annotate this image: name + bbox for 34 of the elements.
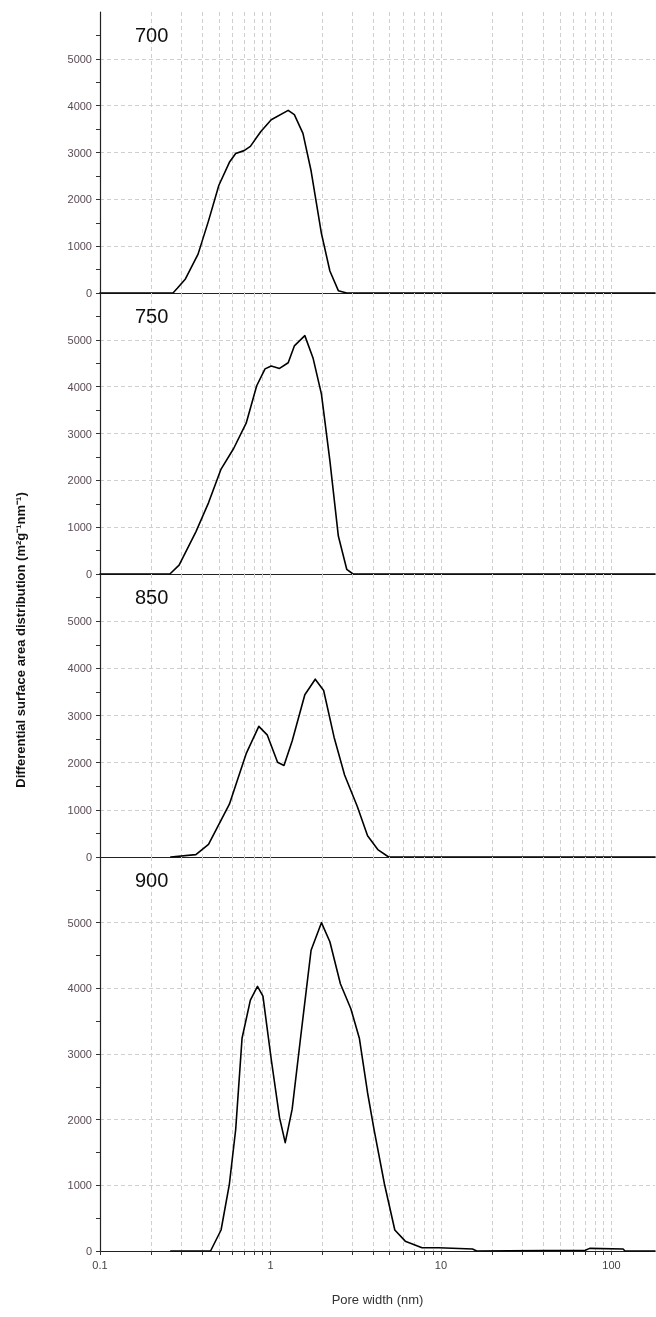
- y-tick-label: 0: [85, 1245, 92, 1257]
- text: 700: [135, 24, 169, 46]
- y-tick-label: 0: [85, 568, 92, 580]
- text: 750: [135, 305, 169, 327]
- y-tick-label: 0: [85, 287, 92, 299]
- y-tick-label: 5000: [67, 333, 92, 346]
- y-tick-label: 1000: [67, 1179, 92, 1192]
- y-tick-label: 2000: [67, 1113, 92, 1126]
- y-tick-label: 5000: [67, 615, 92, 628]
- y-tick-label: 4000: [67, 982, 92, 995]
- y-tick-label: 3000: [67, 146, 92, 159]
- y-axis-title: Differential surface area distribution (m²g⁻¹nm⁻¹): [12, 492, 29, 788]
- y-tick-label: 3000: [67, 427, 92, 440]
- y-tick-label: 4000: [67, 99, 92, 112]
- x-axis-title: Pore width (nm): [331, 1292, 424, 1307]
- y-tick-label: 2000: [67, 193, 92, 206]
- y-tick-label: 0: [85, 851, 92, 863]
- y-tick-label: 3000: [67, 1048, 92, 1060]
- y-tick-label: 3000: [67, 709, 92, 722]
- x-tick-label: 100: [602, 1258, 621, 1271]
- x-tick-label: 10: [434, 1258, 448, 1271]
- y-tick-label: 4000: [67, 662, 92, 675]
- y-tick-label: 2000: [67, 474, 92, 487]
- y-tick-label: 5000: [67, 916, 92, 929]
- text: 850: [135, 586, 169, 608]
- x-tick-label: 0.1: [92, 1258, 108, 1271]
- x-tick-label: 1: [267, 1258, 274, 1271]
- y-tick-label: 5000: [67, 52, 92, 65]
- text: 900: [135, 869, 169, 891]
- y-tick-label: 1000: [67, 240, 92, 253]
- y-tick-label: 4000: [67, 380, 92, 393]
- y-tick-label: 1000: [67, 521, 92, 534]
- y-tick-label: 2000: [67, 756, 92, 769]
- y-tick-label: 1000: [67, 803, 92, 816]
